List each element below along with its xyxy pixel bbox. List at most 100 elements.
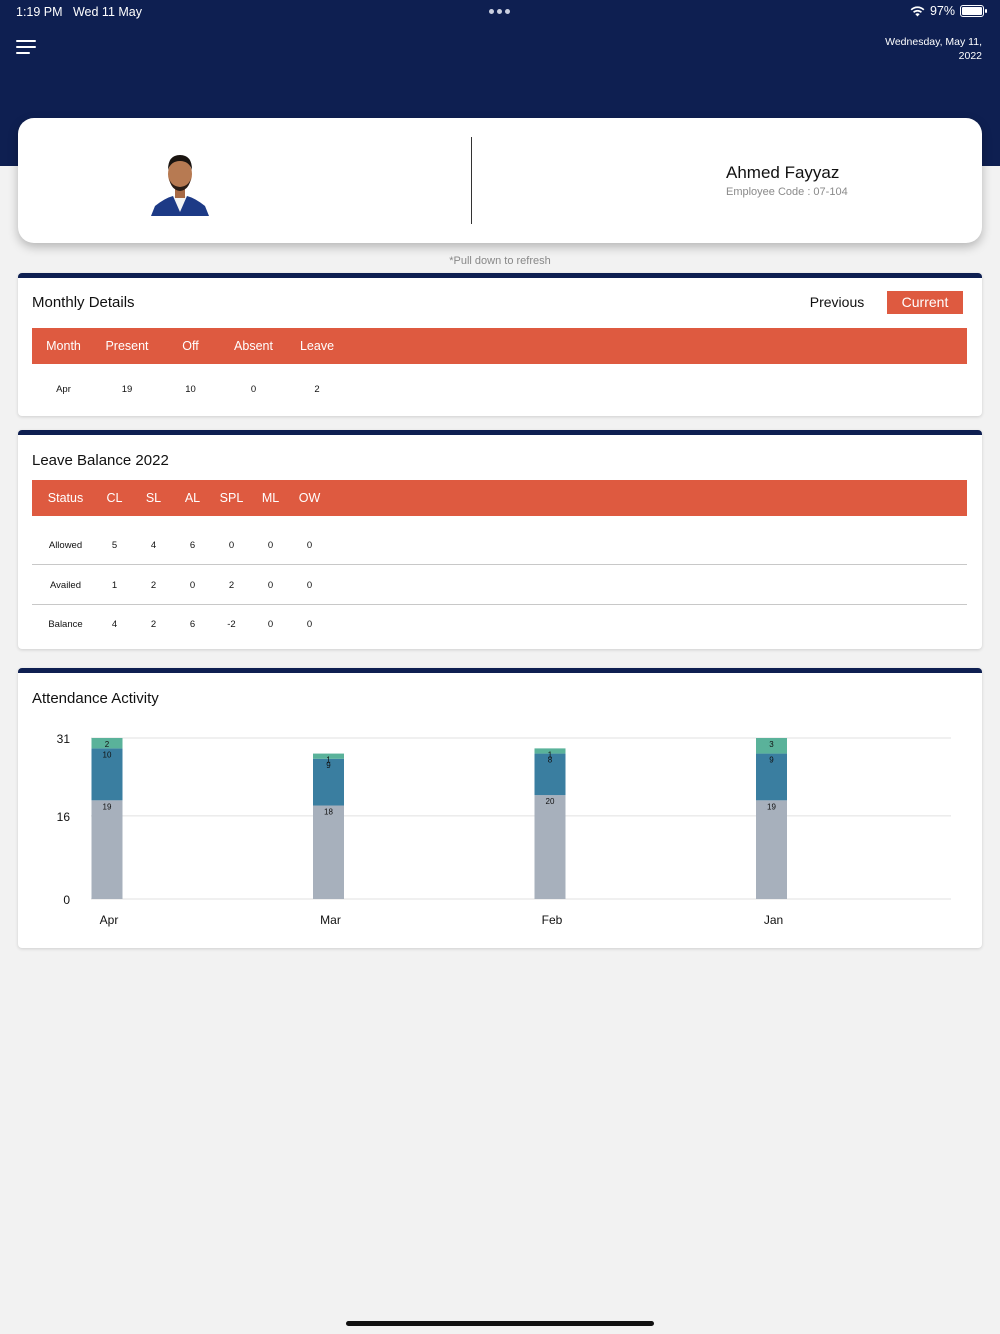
- header-al: AL: [184, 491, 201, 505]
- header-sl: SL: [145, 491, 162, 505]
- bar-segment: [313, 758, 344, 806]
- monthly-details-card: Monthly Details Previous Current Month P…: [18, 273, 982, 416]
- current-button[interactable]: Current: [887, 291, 963, 314]
- status-time: 1:19 PM Wed 11 May: [16, 5, 142, 19]
- employee-code: Employee Code : 07-104: [726, 186, 848, 198]
- y-tick-label: 0: [63, 893, 70, 907]
- data-label: 19: [767, 802, 776, 811]
- header-present: Present: [105, 339, 149, 353]
- cell-cl: 4: [111, 619, 118, 630]
- bar-segment: [534, 795, 566, 899]
- cell-spl: -2: [227, 619, 236, 630]
- multitasking-dots-icon[interactable]: [489, 9, 510, 14]
- bar-segment: [534, 748, 566, 754]
- cell-cl: 5: [111, 540, 118, 551]
- status-right: 97%: [910, 4, 987, 18]
- data-label: 9: [326, 761, 331, 770]
- data-label: 2: [105, 740, 110, 749]
- cell-ml: 0: [267, 540, 274, 551]
- header-cl: CL: [106, 491, 123, 505]
- profile-card: Ahmed Fayyaz Employee Code : 07-104: [18, 118, 982, 243]
- cell-absent: 0: [250, 384, 257, 395]
- data-label: 19: [103, 802, 112, 811]
- header-ml: ML: [261, 491, 280, 505]
- header-off: Off: [182, 339, 199, 353]
- previous-button[interactable]: Previous: [800, 291, 874, 313]
- data-label: 18: [324, 808, 333, 817]
- cell-al: 6: [189, 540, 196, 551]
- table-row: Apr 19 10 0 2: [32, 370, 967, 409]
- cell-cl: 1: [111, 580, 118, 591]
- employee-name: Ahmed Fayyaz: [726, 163, 840, 182]
- status-clock: 1:19 PM: [16, 5, 63, 19]
- header-status: Status: [47, 491, 84, 505]
- cell-sl: 4: [150, 540, 157, 551]
- monthly-table-header: Month Present Off Absent Leave: [32, 328, 967, 364]
- status-bar: 1:19 PM Wed 11 May 97%: [0, 0, 1000, 26]
- bar-segment: [756, 753, 787, 801]
- bar-segment: [756, 738, 787, 754]
- bar-segment: [313, 753, 344, 759]
- data-label: 20: [546, 797, 555, 806]
- bar-segment: [91, 748, 123, 801]
- cell-present: 19: [121, 384, 133, 395]
- cell-spl: 2: [228, 580, 235, 591]
- profile-divider: [471, 137, 472, 224]
- x-tick-label: Apr: [100, 913, 119, 927]
- cell-status: Allowed: [48, 540, 83, 551]
- bar-segment: [534, 753, 566, 796]
- x-tick-label: Feb: [542, 913, 563, 927]
- cell-spl: 0: [228, 540, 235, 551]
- monthly-details-title: Monthly Details: [32, 294, 135, 311]
- table-row: Availed 1 2 0 2 0 0: [32, 566, 967, 605]
- data-label: 1: [326, 756, 331, 765]
- leave-balance-card: Leave Balance 2022 Status CL SL AL SPL M…: [18, 430, 982, 649]
- cell-ow: 0: [306, 540, 313, 551]
- avatar: [151, 155, 209, 216]
- cell-status: Balance: [48, 619, 83, 630]
- data-label: 8: [548, 756, 553, 765]
- x-tick-label: Mar: [320, 913, 341, 927]
- cell-off: 10: [185, 384, 196, 395]
- y-tick-label: 31: [57, 732, 71, 746]
- table-row: Allowed 5 4 6 0 0 0: [32, 526, 967, 565]
- bar-segment: [756, 800, 787, 899]
- cell-ow: 0: [306, 580, 313, 591]
- cell-ml: 0: [267, 619, 274, 630]
- status-date: Wed 11 May: [72, 5, 142, 19]
- battery-icon: [960, 5, 987, 17]
- cell-sl: 2: [150, 619, 157, 630]
- data-label: 1: [548, 750, 553, 759]
- table-row: Balance 4 2 6 -2 0 0: [32, 605, 967, 644]
- header-ow: OW: [298, 491, 321, 505]
- cell-ow: 0: [306, 619, 313, 630]
- attendance-activity-card: Attendance Activity 0 16 31 19 10 2 Apr 18 9 1 Mar…: [18, 668, 982, 948]
- bar-segment: [91, 738, 123, 749]
- home-indicator[interactable]: [346, 1321, 654, 1326]
- wifi-icon: [910, 6, 925, 17]
- leave-table-header: Status CL SL AL SPL ML OW: [32, 480, 967, 516]
- hamburger-menu-icon[interactable]: [16, 40, 36, 56]
- cell-al: 0: [189, 580, 196, 591]
- cell-sl: 2: [150, 580, 157, 591]
- cell-month: Apr: [56, 384, 71, 395]
- cell-leave: 2: [314, 384, 320, 395]
- header-absent: Absent: [234, 339, 273, 353]
- data-label: 3: [769, 740, 774, 749]
- cell-al: 6: [189, 619, 196, 630]
- y-tick-label: 16: [57, 810, 71, 824]
- refresh-hint: *Pull down to refresh: [449, 255, 551, 267]
- cell-status: Availed: [50, 580, 81, 591]
- battery-percent: 97%: [929, 4, 955, 18]
- data-label: 9: [769, 756, 774, 765]
- header-month: Month: [46, 339, 81, 353]
- header-leave: Leave: [299, 339, 335, 353]
- bar-segment: [313, 805, 344, 899]
- x-tick-label: Jan: [764, 913, 783, 927]
- leave-balance-title: Leave Balance 2022: [32, 452, 169, 469]
- cell-ml: 0: [267, 580, 274, 591]
- header-spl: SPL: [219, 491, 244, 505]
- attendance-activity-title: Attendance Activity: [32, 690, 159, 707]
- header-date: Wednesday, May 11, 2022: [885, 36, 982, 62]
